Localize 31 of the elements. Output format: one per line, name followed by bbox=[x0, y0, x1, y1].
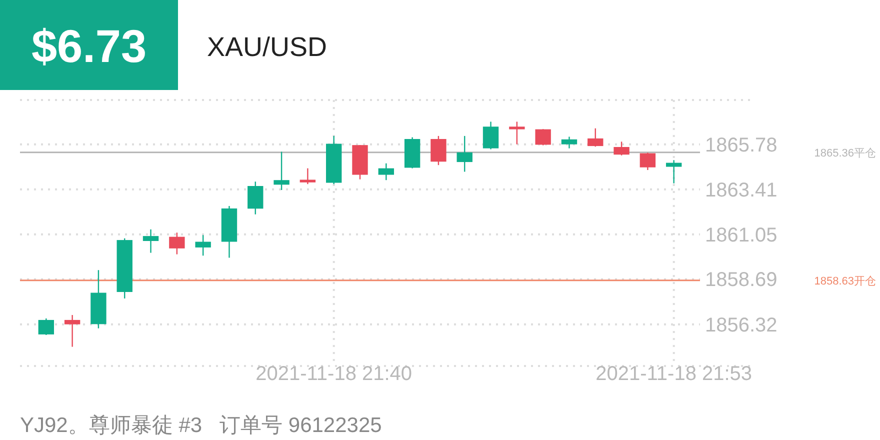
candlestick bbox=[482, 121, 499, 150]
candlestick bbox=[195, 234, 211, 256]
y-tick-label: 1865.78 bbox=[705, 134, 778, 156]
candlestick bbox=[300, 168, 316, 185]
candlestick bbox=[430, 135, 446, 166]
candlestick bbox=[169, 232, 185, 255]
candlestick bbox=[456, 135, 472, 172]
candlestick bbox=[38, 318, 54, 336]
candlestick bbox=[142, 228, 159, 254]
y-tick-label: 1861.05 bbox=[705, 224, 778, 246]
ref-line-label: 1865.36平仓 bbox=[814, 147, 876, 160]
candlestick bbox=[274, 151, 290, 191]
x-tick-label: 2021-11-18 21:40 bbox=[256, 363, 412, 385]
candlestick bbox=[248, 181, 264, 215]
candlestick bbox=[561, 136, 578, 149]
candlestick bbox=[509, 121, 525, 145]
ref-line-label: 1858.63开仓 bbox=[814, 275, 876, 288]
candlestick bbox=[640, 152, 656, 171]
candlestick bbox=[588, 128, 604, 148]
candlestick bbox=[535, 128, 551, 146]
x-tick-label: 2021-11-18 21:53 bbox=[596, 363, 752, 385]
y-tick-label: 1858.69 bbox=[705, 269, 778, 292]
candlestick bbox=[666, 160, 682, 184]
chart-subtitle: $6.73 bbox=[31, 20, 147, 72]
chart-title: XAU/USD bbox=[207, 32, 328, 62]
candlestick bbox=[64, 314, 80, 348]
text: YJ92。尊师暴徒 #3 订单号 96122325 bbox=[20, 414, 382, 437]
y-tick-label: 1863.41 bbox=[705, 179, 778, 202]
candlestick bbox=[614, 141, 630, 156]
candlestick bbox=[378, 162, 394, 181]
y-tick-label: 1856.32 bbox=[705, 314, 778, 336]
